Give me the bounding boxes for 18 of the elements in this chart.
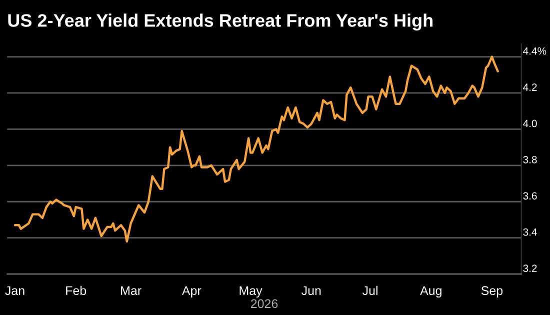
x-tick-label: Apr — [182, 286, 202, 298]
y-tick-label: 3.4 — [523, 228, 537, 236]
y-tick-label: 4.2 — [523, 84, 537, 91]
x-tick-label: Jan — [5, 286, 24, 296]
chart-title: US 2-Year Yield Extends Retreat From Year's High — [8, 14, 432, 31]
x-tick-label: May — [240, 286, 262, 298]
x-tick-label: Jul — [362, 286, 378, 296]
x-axis-title: 2026 — [251, 299, 278, 308]
y-tick-label: 3.6 — [523, 192, 537, 200]
x-tick-label: Jun — [302, 286, 321, 296]
y-tick-label: 4.4% — [523, 47, 546, 55]
x-tick-label: Sep — [481, 286, 503, 298]
y-tick-label: 4.0 — [523, 120, 537, 128]
x-tick-label: Aug — [420, 286, 442, 298]
x-tick-label: Feb — [66, 286, 86, 296]
x-tick-label: Mar — [121, 286, 142, 296]
y-tick-label: 3.8 — [523, 156, 537, 164]
y-tick-label: 3.2 — [523, 264, 537, 272]
